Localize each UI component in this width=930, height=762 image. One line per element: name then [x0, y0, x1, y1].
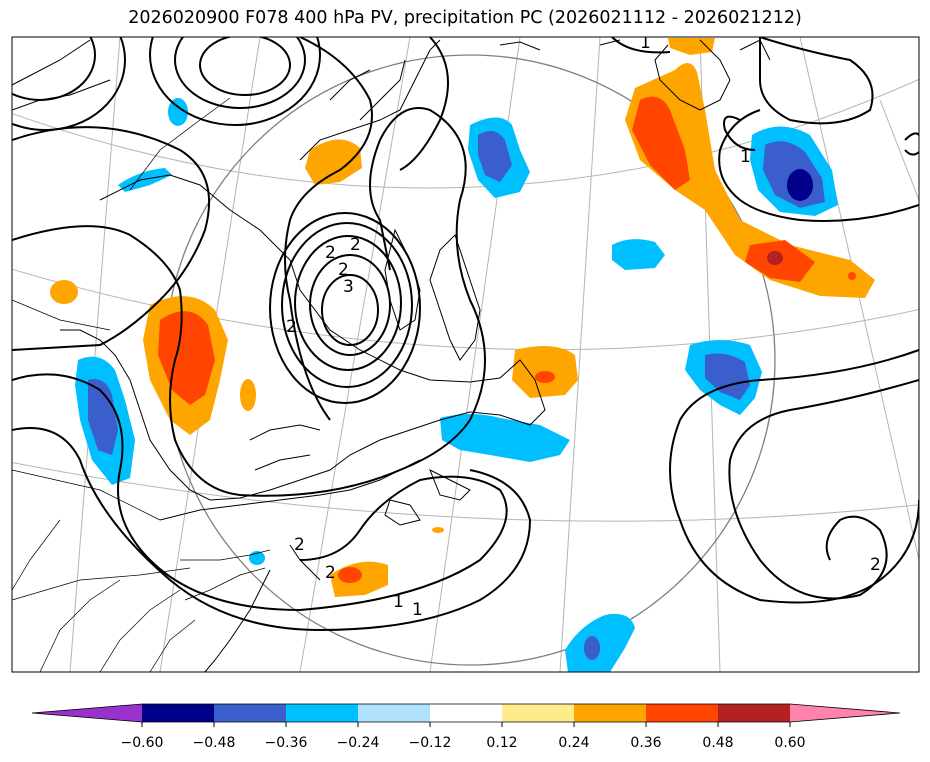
map-frame [11, 36, 920, 673]
colorbar-segment [214, 704, 286, 722]
contour-label: 1 [740, 147, 751, 167]
colorbar-tick-label: −0.12 [409, 735, 452, 751]
colorbar-segment [718, 704, 790, 722]
colorbar-tick-label: −0.48 [193, 735, 236, 751]
contour-labels: 1 1 2 2 2 3 2 2 2 1 1 2 [286, 33, 881, 620]
colorbar-segment [286, 704, 358, 722]
colorbar-extend-low [32, 704, 142, 722]
contour-label: 1 [412, 600, 423, 620]
colorbar-segment [646, 704, 718, 722]
precip-fills [50, 38, 875, 672]
contour-label: 3 [343, 277, 354, 297]
colorbar-tick-label: 0.12 [486, 735, 517, 751]
colorbar-tick-label: 0.48 [702, 735, 733, 751]
contour-label: 2 [338, 260, 349, 280]
colorbar-tick-label: −0.60 [121, 735, 164, 751]
colorbar-segment [574, 704, 646, 722]
colorbar-tick-label: 0.36 [630, 735, 661, 751]
contour-label: 2 [325, 243, 336, 263]
colorbar-labels: −0.60 −0.48 −0.36 −0.24 −0.12 0.12 0.24 0.36 0.4… [121, 722, 806, 751]
colorbar-tick-label: −0.24 [337, 735, 380, 751]
colorbar-tick-label: 0.24 [558, 735, 589, 751]
contour-label: 2 [350, 235, 361, 255]
contour-label: 2 [325, 563, 336, 583]
precip-positive-greenland [625, 62, 875, 298]
contour-label: 2 [294, 535, 305, 555]
colorbar-segment [430, 704, 502, 722]
colorbar-extend-high [790, 704, 900, 722]
contour-label: 1 [640, 33, 651, 53]
contour-label: 1 [393, 592, 404, 612]
colorbar-tick-label: 0.60 [774, 735, 805, 751]
colorbar-segments [31, 703, 901, 723]
pv-contours [12, 37, 919, 632]
political-boundaries [12, 97, 271, 672]
colorbar-segment [142, 704, 214, 722]
contour-label: 2 [286, 317, 297, 337]
colorbar-segment [502, 704, 574, 722]
colorbar-segment [358, 704, 430, 722]
colorbar-tick-label: −0.36 [265, 735, 308, 751]
map-title: 2026020900 F078 400 hPa PV, precipitatio… [128, 8, 802, 28]
contour-label: 2 [870, 555, 881, 575]
